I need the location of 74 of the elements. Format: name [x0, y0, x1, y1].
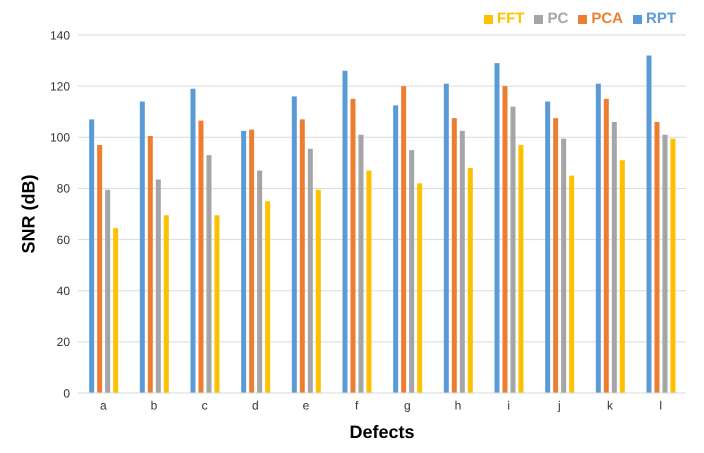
bar — [156, 179, 161, 393]
x-tick-label: e — [302, 398, 310, 413]
bar — [502, 86, 508, 393]
bar — [510, 106, 516, 393]
bar — [214, 215, 220, 393]
y-tick-label: 120 — [50, 79, 70, 94]
bar — [105, 190, 110, 393]
legend-label: RPT — [646, 10, 676, 27]
bar — [393, 105, 398, 393]
x-axis-title: Defects — [349, 422, 415, 442]
bar — [662, 134, 668, 393]
x-tick-label: f — [354, 398, 359, 413]
legend-label: FFT — [496, 10, 524, 27]
bar — [316, 190, 321, 393]
bar — [148, 136, 153, 393]
y-tick-label: 60 — [56, 232, 70, 247]
bar — [206, 155, 212, 393]
x-tick-label: h — [454, 398, 462, 413]
y-tick-label: 0 — [63, 386, 70, 400]
x-tick-label: a — [100, 398, 107, 413]
bar — [164, 215, 169, 393]
bar — [140, 101, 145, 393]
bar — [417, 183, 422, 393]
bar — [561, 138, 566, 393]
y-tick-label: 80 — [56, 182, 70, 196]
bar — [604, 98, 609, 393]
bar — [409, 150, 414, 393]
bar — [569, 176, 574, 393]
bar — [596, 84, 601, 393]
x-tick-label: j — [556, 398, 561, 413]
y-tick-label: 20 — [56, 335, 70, 350]
y-tick-label: 140 — [50, 28, 70, 42]
bar — [342, 70, 348, 393]
bar — [518, 144, 524, 393]
bar — [494, 63, 500, 393]
bar — [292, 96, 297, 393]
bar — [113, 228, 118, 393]
legend-label: PCA — [591, 10, 623, 27]
bar — [265, 201, 270, 393]
legend-label: PC — [547, 10, 568, 27]
bar — [452, 118, 457, 393]
bar — [646, 55, 652, 393]
bar — [358, 134, 364, 393]
bar — [545, 101, 550, 393]
x-tick-label: g — [404, 398, 411, 413]
bar — [241, 130, 246, 393]
bar — [468, 168, 473, 393]
bar — [654, 122, 660, 393]
bar — [670, 138, 676, 393]
x-tick-label: d — [252, 398, 259, 413]
bar — [89, 119, 94, 393]
x-tick-label: l — [659, 398, 662, 413]
bar — [257, 170, 262, 393]
bar — [612, 122, 617, 393]
bar — [249, 130, 254, 393]
bar — [553, 118, 558, 393]
y-axis-title: SNR (dB) — [18, 174, 38, 254]
y-tick-label: 100 — [50, 130, 70, 145]
y-tick-label: 40 — [56, 284, 70, 298]
bar — [620, 160, 625, 393]
bar — [198, 120, 204, 393]
x-tick-label: i — [507, 398, 510, 413]
bar — [401, 86, 406, 393]
bar — [350, 98, 356, 393]
bar — [308, 148, 313, 393]
x-tick-label: c — [202, 398, 208, 413]
bar — [300, 119, 305, 393]
x-tick-label: k — [607, 398, 614, 413]
bar — [366, 170, 372, 393]
bar — [190, 88, 196, 393]
bar — [444, 84, 449, 393]
bar — [460, 130, 465, 393]
bar — [97, 144, 102, 393]
x-tick-label: b — [150, 398, 158, 413]
